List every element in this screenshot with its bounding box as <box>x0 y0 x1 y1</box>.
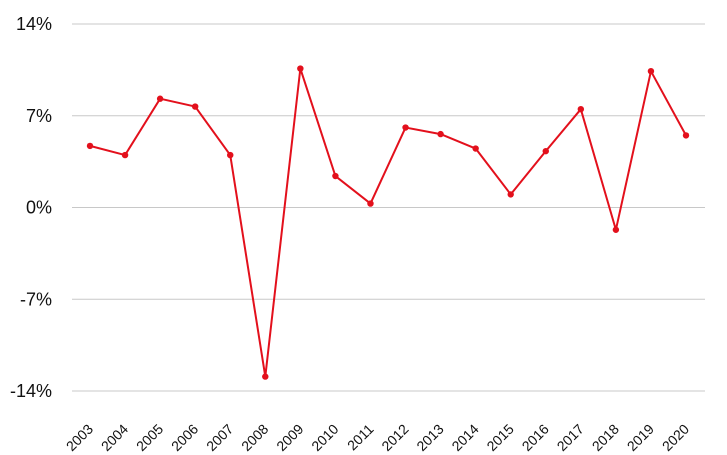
data-point <box>472 145 479 152</box>
y-tick-label: 0% <box>26 198 52 218</box>
data-point <box>402 124 409 131</box>
x-tick-label: 2011 <box>344 421 377 454</box>
y-axis-tick-labels: 14% 7% 0% -7% -14% <box>10 14 52 401</box>
x-tick-label: 2018 <box>589 421 622 454</box>
data-point <box>332 172 339 180</box>
y-tick-label: -7% <box>20 289 52 309</box>
x-tick-label: 2008 <box>238 421 271 454</box>
data-point <box>612 226 620 233</box>
x-tick-label: 2014 <box>448 421 481 454</box>
data-point <box>227 151 234 159</box>
data-point <box>156 95 164 102</box>
x-tick-label: 2012 <box>378 421 411 454</box>
data-point <box>121 151 129 159</box>
x-tick-label: 2017 <box>554 421 587 454</box>
data-point <box>262 373 269 380</box>
data-point <box>542 147 549 155</box>
data-point <box>577 105 585 113</box>
data-point <box>297 65 304 72</box>
y-tick-label: 7% <box>26 106 52 126</box>
x-tick-label: 2004 <box>98 421 131 454</box>
x-tick-label: 2015 <box>483 421 516 454</box>
x-tick-label: 2010 <box>308 421 341 454</box>
x-axis-tick-labels: 2003 2004 2005 2006 2007 2008 2009 2010 2011 2012… <box>63 421 692 454</box>
data-point <box>682 132 690 139</box>
x-tick-label: 2020 <box>659 421 692 454</box>
x-tick-label: 2003 <box>63 421 96 454</box>
series-line <box>89 67 687 378</box>
x-tick-label: 2005 <box>133 421 166 454</box>
data-point <box>191 103 199 110</box>
x-tick-label: 2006 <box>168 421 201 454</box>
data-point <box>647 67 655 75</box>
data-point <box>437 130 444 138</box>
x-tick-label: 2013 <box>413 421 446 454</box>
x-tick-label: 2016 <box>519 421 552 454</box>
y-tick-label: -14% <box>10 381 52 401</box>
y-tick-label: 14% <box>16 14 52 34</box>
x-tick-label: 2019 <box>624 421 657 454</box>
data-point <box>507 191 514 198</box>
x-tick-label: 2007 <box>203 421 236 454</box>
data-point <box>86 142 94 150</box>
x-tick-label: 2009 <box>273 421 306 454</box>
series-group <box>86 65 690 380</box>
gridlines <box>72 23 705 392</box>
data-point <box>367 200 374 207</box>
